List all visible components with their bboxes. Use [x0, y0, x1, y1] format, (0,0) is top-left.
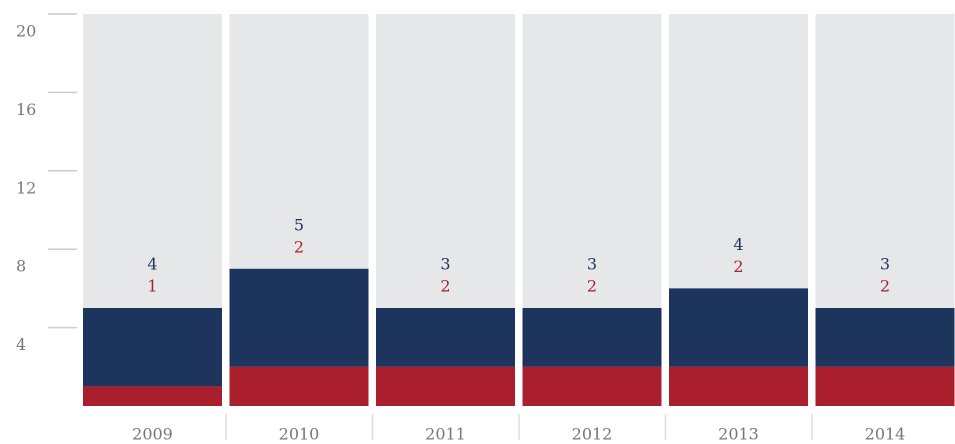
value-label: 5 — [294, 215, 304, 234]
y-tick-label: 16 — [16, 100, 36, 119]
value-label: 3 — [440, 255, 450, 274]
value-label: 2 — [733, 257, 743, 276]
value-label: 4 — [147, 255, 157, 274]
value-label: 2 — [440, 277, 450, 296]
bar-segment — [83, 386, 222, 406]
bar-segment — [376, 366, 515, 406]
value-label: 3 — [880, 255, 890, 274]
x-tick-label: 2014 — [865, 425, 906, 444]
value-label: 4 — [733, 235, 743, 254]
y-tick-label: 4 — [16, 335, 26, 354]
value-label: 3 — [587, 255, 597, 274]
bar-segment — [815, 308, 955, 367]
bar-segment — [229, 366, 369, 406]
x-tick-label: 2009 — [132, 425, 173, 444]
y-tick-label: 12 — [16, 178, 36, 197]
x-tick-label: 2012 — [572, 425, 613, 444]
bar-segment — [522, 308, 662, 367]
value-label: 2 — [294, 237, 304, 256]
y-tick-label: 8 — [16, 257, 26, 276]
bar-segment — [83, 308, 222, 387]
value-label: 2 — [880, 277, 890, 296]
value-label: 1 — [147, 277, 157, 296]
bar-segment — [229, 268, 369, 367]
bar-segment — [522, 366, 662, 406]
value-label: 2 — [587, 277, 597, 296]
bar-segment — [376, 308, 515, 367]
x-tick-label: 2013 — [718, 425, 759, 444]
x-tick-label: 2011 — [425, 425, 466, 444]
x-tick-label: 2010 — [279, 425, 320, 444]
bar-segment — [669, 288, 808, 367]
y-tick-label: 20 — [16, 22, 36, 41]
bar-segment — [815, 366, 955, 406]
bar-segment — [669, 366, 808, 406]
